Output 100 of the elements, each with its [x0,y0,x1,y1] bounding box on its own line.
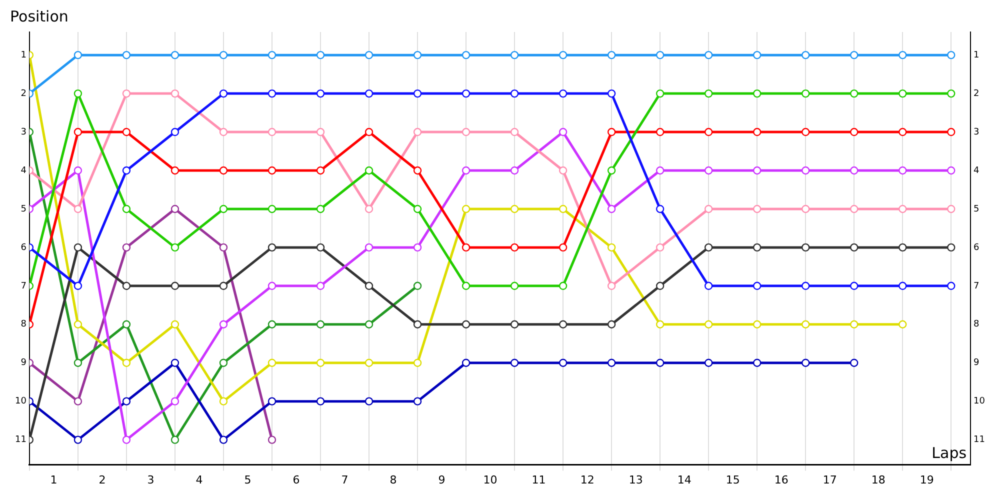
point [656,358,664,367]
point [947,166,956,175]
point [268,204,276,214]
point [850,166,858,175]
point [850,320,858,328]
x-tick-label: 15 [726,473,740,486]
point [268,128,276,136]
y2-tick-label: 2 [974,88,980,99]
point [802,50,810,60]
point [219,282,228,290]
point [413,50,422,60]
point [170,358,180,367]
point [316,166,325,175]
point [656,89,664,98]
point [510,204,519,214]
y2-tick-label: 4 [974,166,980,176]
point [510,282,519,290]
point [268,282,276,290]
point [753,89,762,98]
point [753,243,762,252]
x-tick-label: 5 [244,473,252,486]
point [219,243,228,252]
point [316,50,325,60]
y2-tick-label: 5 [974,204,980,214]
point [74,243,82,252]
point [413,243,422,252]
point [413,358,422,367]
x-tick-label: 11 [532,473,546,486]
y-tick-label: 11 [15,435,26,446]
point [753,320,762,328]
point [802,243,810,252]
point [219,204,228,214]
point [947,204,956,214]
point [170,243,180,252]
point [462,358,470,367]
x-tick-label: 10 [483,473,498,486]
point [607,50,616,60]
point [74,204,82,214]
point [122,128,131,136]
point [510,50,519,60]
x-tick-label: 2 [98,473,106,486]
point [268,436,276,444]
point [170,50,180,60]
point [947,243,956,252]
point [898,204,907,214]
point [607,320,616,328]
point [462,243,470,252]
y2-tick-label: 1 [974,50,980,60]
point [74,320,82,328]
point [74,436,82,444]
point [364,204,374,214]
point [850,204,858,214]
point [850,50,858,60]
point [802,89,810,98]
point [753,358,762,367]
point [898,320,907,328]
point [74,128,82,136]
y2-tick-label: 3 [974,127,980,138]
x-tick-label: 14 [677,473,692,486]
point [413,282,422,290]
point [122,243,131,252]
point [74,50,82,60]
point [170,204,180,214]
point [802,358,810,367]
point [316,320,325,328]
point [462,89,470,98]
point [802,166,810,175]
point [219,128,228,136]
point [704,166,713,175]
point [219,89,228,98]
point [898,282,907,290]
point [122,204,131,214]
point [704,89,713,98]
point [510,128,519,136]
y-tick-label: 8 [20,320,27,330]
point [898,50,907,60]
point [316,243,325,252]
x-tick-label: 4 [196,473,203,486]
point [122,320,131,328]
point [122,89,131,98]
x-tick-label: 8 [390,473,397,486]
point [316,358,325,367]
point [607,128,616,136]
x-tick-label: 18 [871,473,886,486]
point [74,89,82,98]
point [413,128,422,136]
point [947,50,956,60]
point [316,204,325,214]
point [558,282,568,290]
x-tick-label: 17 [822,473,837,486]
point [268,243,276,252]
y2-tick-label: 10 [974,396,986,407]
point [802,282,810,290]
x-tick-label: 1 [50,473,58,486]
point [656,282,664,290]
point [122,358,131,367]
point [704,358,713,367]
y-tick-label: 1 [20,50,26,60]
point [850,358,858,367]
point [656,128,664,136]
